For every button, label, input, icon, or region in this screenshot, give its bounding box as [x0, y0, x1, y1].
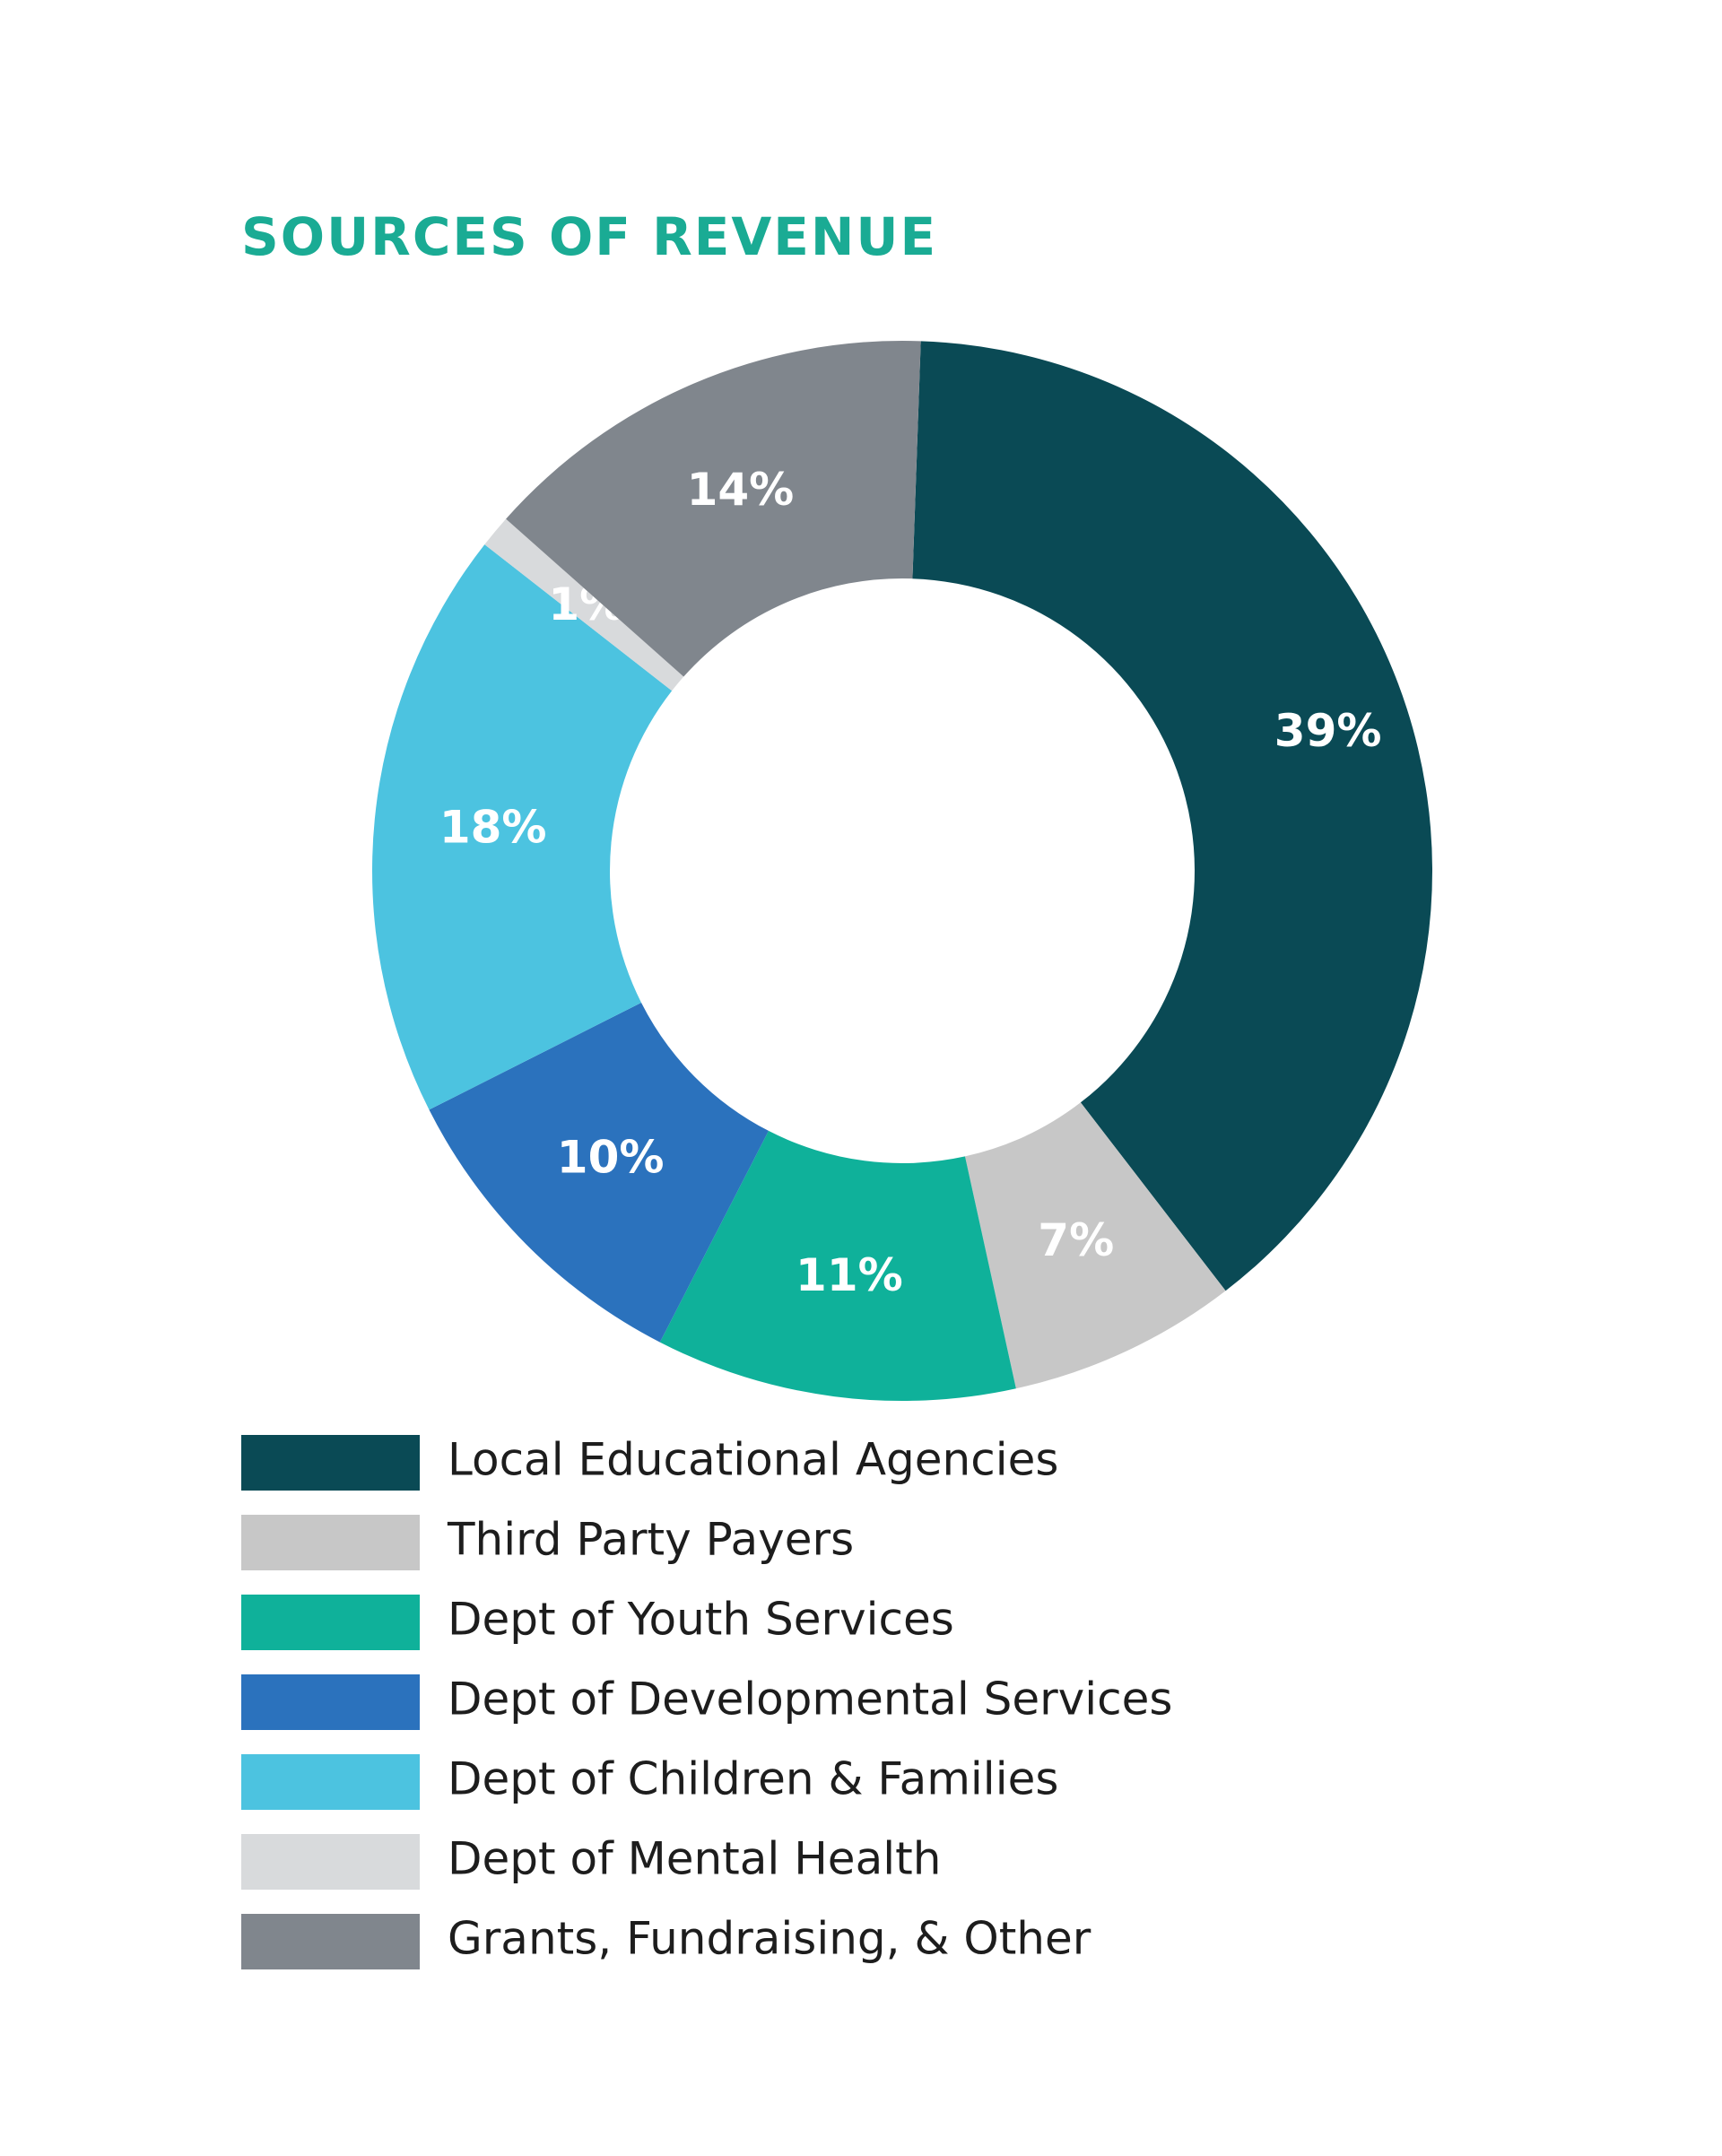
legend-swatch — [241, 1435, 420, 1491]
legend-label: Dept of Youth Services — [448, 1594, 954, 1646]
slice-label: 11% — [796, 1249, 903, 1301]
donut-slice — [484, 518, 684, 691]
legend-swatch — [241, 1674, 420, 1730]
donut-slice — [372, 544, 673, 1110]
legend-label: Grants, Fundraising, & Other — [448, 1913, 1091, 1965]
slice-label: 14% — [687, 464, 795, 516]
donut-slice — [659, 1130, 1016, 1402]
chart-title: SOURCES OF REVENUE — [241, 206, 937, 267]
slice-label: 10% — [557, 1132, 665, 1184]
slice-label: 7% — [1038, 1214, 1114, 1266]
legend-swatch — [241, 1595, 420, 1650]
legend-label: Dept of Developmental Services — [448, 1674, 1172, 1726]
legend-swatch — [241, 1515, 420, 1570]
legend-label: Local Educational Agencies — [448, 1434, 1058, 1486]
donut-slice — [506, 340, 921, 677]
legend-label: Dept of Children & Families — [448, 1753, 1058, 1805]
legend-label: Third Party Payers — [447, 1514, 854, 1566]
slice-label: 39% — [1274, 705, 1382, 757]
legend-label: Dept of Mental Health — [448, 1833, 941, 1885]
donut-slice — [912, 341, 1432, 1291]
donut-slice — [964, 1102, 1226, 1389]
slice-label: 18% — [439, 802, 547, 854]
donut-slice — [429, 1002, 769, 1343]
legend-swatch — [241, 1914, 420, 1969]
legend-swatch — [241, 1834, 420, 1890]
legend-swatch — [241, 1754, 420, 1810]
